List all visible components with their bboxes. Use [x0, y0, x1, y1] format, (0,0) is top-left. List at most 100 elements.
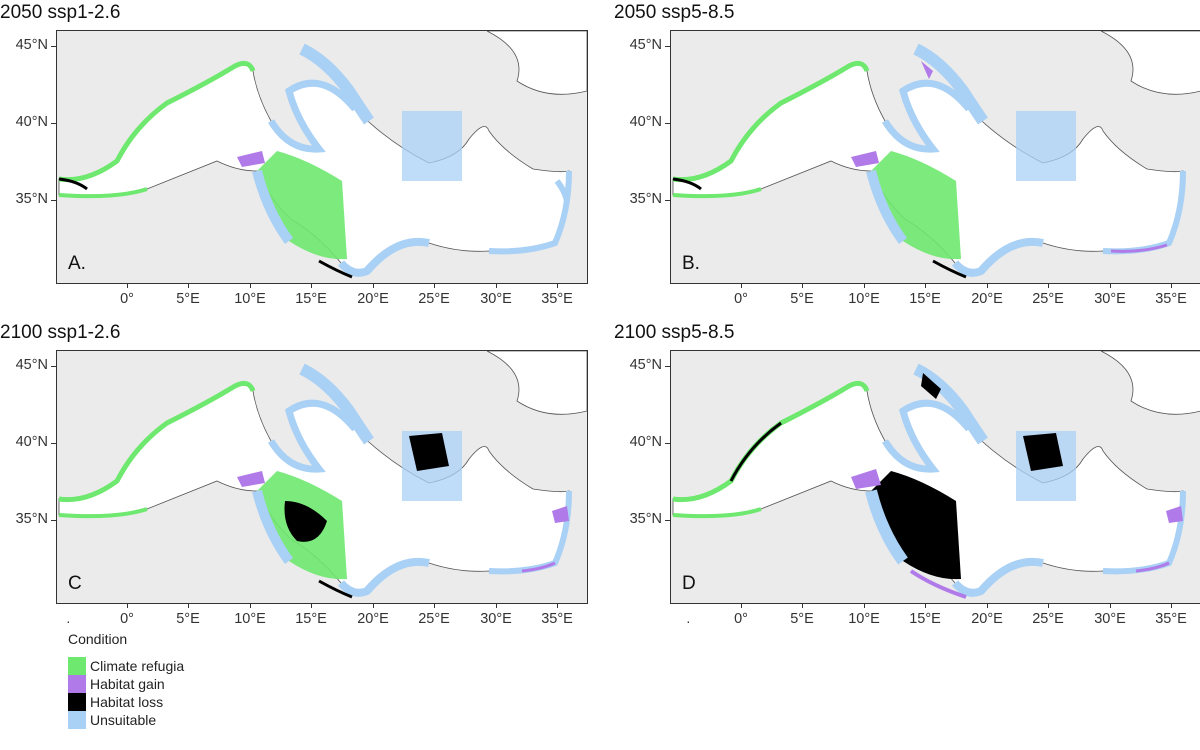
lon-tick — [434, 603, 435, 608]
lat-label: 40°N — [15, 114, 48, 130]
lat-tick — [665, 443, 670, 444]
map-frame: B. — [670, 30, 1200, 284]
lon-label: 25°E — [1032, 291, 1064, 307]
legend-title: Condition — [68, 631, 128, 647]
lon-tick — [925, 603, 926, 608]
lon-tick — [311, 603, 312, 608]
lat-label: 35°N — [629, 191, 662, 207]
lon-tick — [127, 283, 128, 288]
legend-swatch — [68, 675, 86, 693]
lat-label: 45°N — [629, 357, 662, 373]
lon-tick — [802, 603, 803, 608]
lat-label: 40°N — [15, 434, 48, 450]
lon-tick — [1048, 283, 1049, 288]
lon-tick — [802, 283, 803, 288]
panel-title: 2100 ssp5-8.5 — [614, 322, 735, 343]
lon-label: 25°E — [418, 291, 450, 307]
lon-label: 20°E — [357, 611, 389, 627]
lon-label: 5°E — [790, 611, 814, 627]
lon-label: 25°E — [418, 611, 450, 627]
lat-tick — [51, 443, 56, 444]
lon-tick — [925, 283, 926, 288]
lon-tick — [741, 283, 742, 288]
lat-label: 45°N — [15, 357, 48, 373]
legend-label: Climate refugia — [90, 658, 185, 674]
lon-tick — [434, 283, 435, 288]
legend-label: Habitat loss — [90, 694, 164, 710]
lon-tick — [987, 603, 988, 608]
lon-label: 0° — [734, 611, 748, 627]
panel-letter: B. — [682, 253, 700, 274]
lon-tick — [987, 283, 988, 288]
legend: Condition Climate refugia Habitat gain H… — [68, 631, 184, 729]
lat-label: 40°N — [629, 434, 662, 450]
lon-label: 20°E — [971, 291, 1003, 307]
lat-tick — [665, 200, 670, 201]
lon-label: 20°E — [971, 611, 1003, 627]
lat-tick — [51, 46, 56, 47]
lon-label: 10°E — [848, 611, 880, 627]
map-frame: A. — [56, 30, 588, 284]
lon-label: 30°E — [480, 611, 512, 627]
map-frame: D — [670, 350, 1200, 604]
lat-label: 45°N — [15, 37, 48, 53]
stray-mark: · — [66, 613, 71, 629]
stray-mark: · — [686, 613, 691, 629]
lat-tick — [51, 200, 56, 201]
lon-tick — [250, 283, 251, 288]
lat-label: 35°N — [15, 511, 48, 527]
map-panel-d: 2100 ssp5-8.5 45°N 40°N 35°N D — [614, 320, 1200, 638]
lon-label: 10°E — [234, 291, 266, 307]
lat-tick — [51, 366, 56, 367]
lon-label: 15°E — [295, 611, 327, 627]
lon-tick — [373, 283, 374, 288]
mediterranean-map — [57, 31, 587, 283]
lon-label: 5°E — [176, 291, 200, 307]
lon-tick — [127, 603, 128, 608]
lon-label: 0° — [120, 611, 134, 627]
lat-tick — [665, 366, 670, 367]
panel-letter: A. — [68, 253, 86, 274]
lon-tick — [1171, 283, 1172, 288]
lon-tick — [496, 603, 497, 608]
lon-label: 30°E — [1094, 611, 1126, 627]
lon-tick — [741, 603, 742, 608]
map-panel-b: 2050 ssp5-8.5 45°N 40°N 35°N B. — [614, 0, 1200, 318]
lon-label: 20°E — [357, 291, 389, 307]
lon-tick — [864, 283, 865, 288]
panel-title: 2050 ssp5-8.5 — [614, 2, 735, 23]
legend-swatch — [68, 693, 86, 711]
legend-label: Unsuitable — [90, 712, 157, 728]
lat-tick — [665, 46, 670, 47]
lon-tick — [1171, 603, 1172, 608]
legend-swatch — [68, 711, 86, 729]
lon-tick — [1048, 603, 1049, 608]
lon-label: 35°E — [541, 611, 573, 627]
map-panel-c: 2100 ssp1-2.6 45°N 40°N 35°N C · — [0, 320, 590, 638]
legend-item-habitat-loss: Habitat loss — [68, 693, 184, 711]
lon-tick — [557, 283, 558, 288]
lon-label: 30°E — [1094, 291, 1126, 307]
lat-tick — [665, 123, 670, 124]
lon-tick — [1110, 603, 1111, 608]
panel-letter: D — [682, 573, 696, 594]
lon-tick — [188, 603, 189, 608]
lon-tick — [496, 283, 497, 288]
lon-label: 25°E — [1032, 611, 1064, 627]
legend-swatch — [68, 657, 86, 675]
mediterranean-map — [57, 351, 587, 603]
lat-label: 40°N — [629, 114, 662, 130]
lon-tick — [188, 283, 189, 288]
lon-tick — [557, 603, 558, 608]
map-panel-a: 2050 ssp1-2.6 45°N 40°N 35°N A. — [0, 0, 590, 318]
lon-label: 10°E — [848, 291, 880, 307]
lat-tick — [51, 520, 56, 521]
lon-label: 15°E — [909, 611, 941, 627]
panel-title: 2050 ssp1-2.6 — [0, 2, 121, 23]
lon-tick — [250, 603, 251, 608]
panel-title: 2100 ssp1-2.6 — [0, 322, 121, 343]
map-frame: C — [56, 350, 588, 604]
lon-label: 0° — [120, 291, 134, 307]
mediterranean-map — [671, 351, 1200, 603]
lat-label: 35°N — [15, 191, 48, 207]
